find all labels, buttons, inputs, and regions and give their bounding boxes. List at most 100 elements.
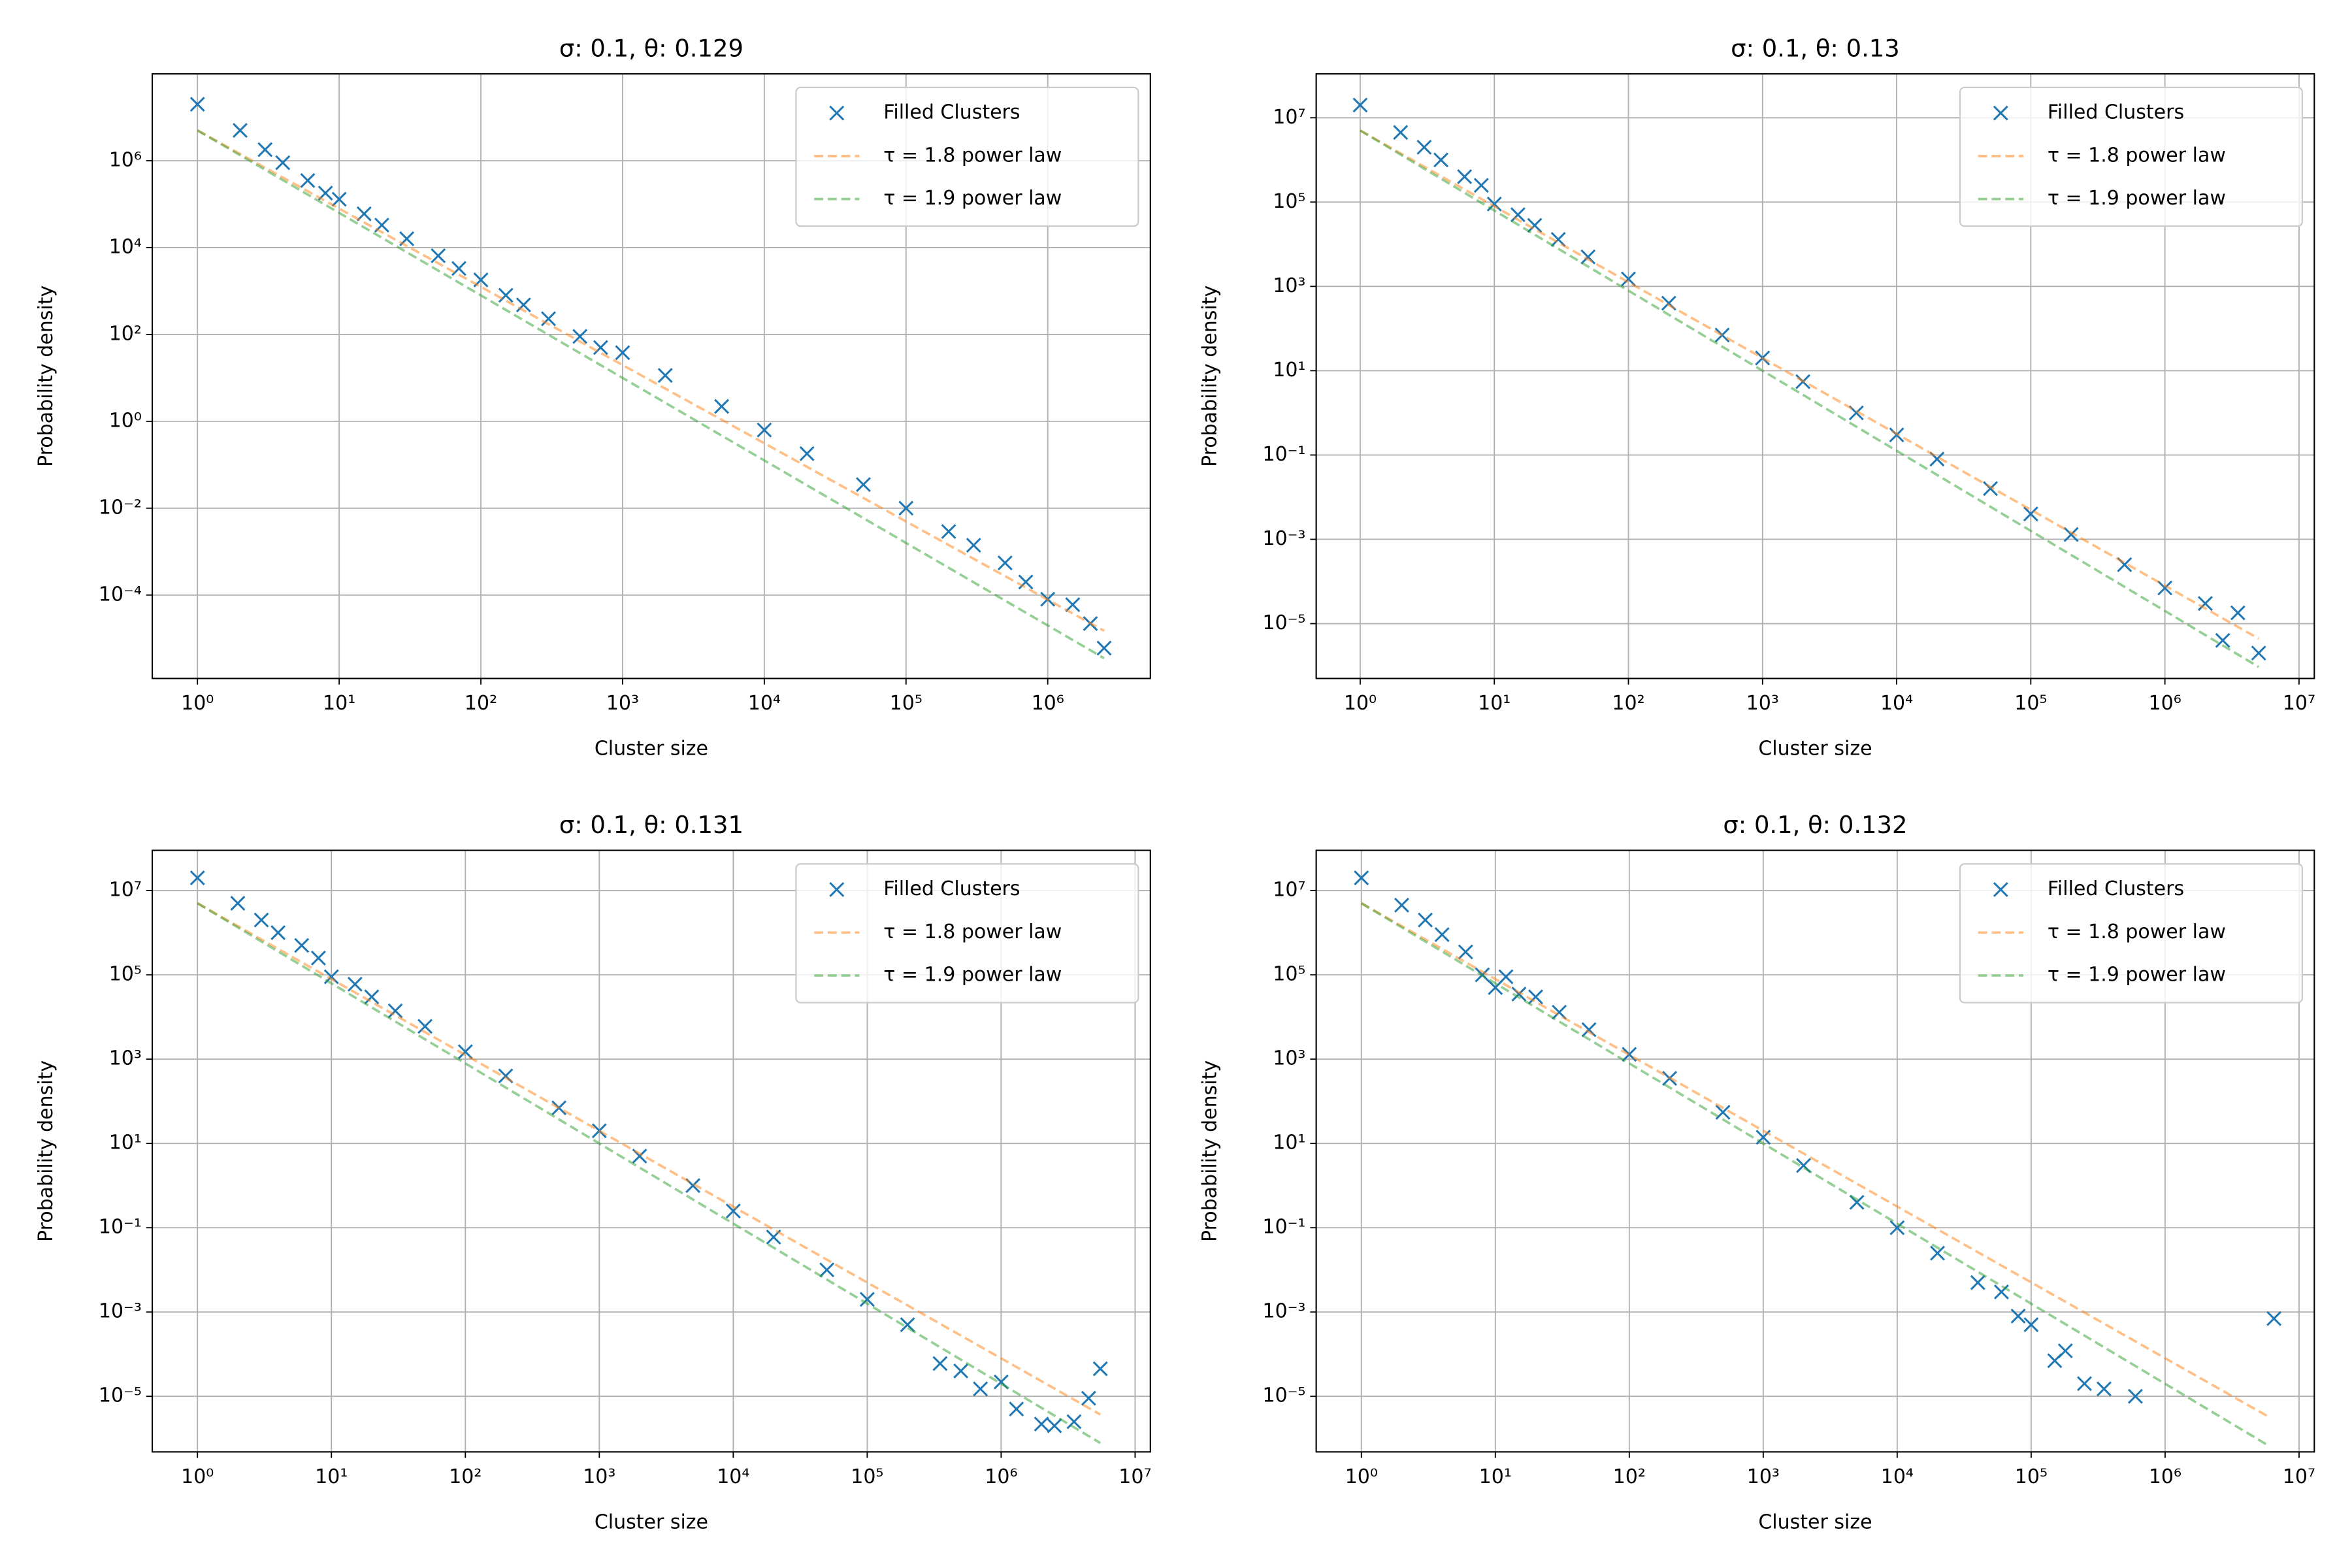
legend-label: τ = 1.8 power law [2048, 144, 2226, 167]
marker [1511, 987, 1527, 1002]
legend-box [795, 863, 1139, 1004]
chart-title: σ: 0.1, θ: 0.131 [559, 811, 743, 839]
y-tick-label: 10⁻⁵ [1262, 612, 1305, 634]
y-tick-label: 10⁰ [109, 409, 142, 432]
marker [966, 538, 981, 553]
plot-area [1354, 870, 2282, 1447]
legend-label: Filled Clusters [883, 101, 1020, 124]
marker [1418, 912, 1433, 928]
x-tick-label: 10⁴ [1880, 692, 1913, 715]
marker [498, 287, 514, 303]
y-tick-label: 10⁵ [1273, 963, 1305, 986]
y-axis-label: Probability density [1199, 286, 1222, 467]
legend-box [1959, 863, 2303, 1004]
y-tick-label: 10¹ [1273, 359, 1305, 382]
power-law-line [1359, 129, 2260, 668]
marker [2077, 1376, 2092, 1392]
marker [799, 446, 815, 461]
x-tick-label: 10⁵ [890, 692, 923, 715]
marker [1066, 1414, 1082, 1429]
marker [973, 1381, 988, 1397]
marker [1433, 152, 1448, 168]
y-tick-label: 10⁻⁴ [99, 583, 142, 606]
marker [387, 1003, 403, 1019]
marker [310, 951, 326, 966]
marker [1498, 969, 1514, 985]
marker [1622, 1047, 1637, 1062]
marker [230, 896, 246, 911]
legend-label: τ = 1.8 power law [883, 144, 1062, 167]
marker [417, 1019, 433, 1034]
plot-area [189, 97, 1112, 660]
legend-label: τ = 1.9 power law [2048, 964, 2226, 987]
marker [1983, 481, 1998, 497]
x-tick-label: 10⁴ [717, 1465, 749, 1488]
marker [615, 345, 630, 361]
marker [657, 368, 673, 384]
y-tick-label: 10⁻⁵ [99, 1384, 142, 1407]
power-law-line [1360, 129, 2260, 640]
legend-label: τ = 1.8 power law [2048, 921, 2226, 943]
marker [714, 399, 730, 414]
marker [331, 191, 347, 207]
marker [1473, 178, 1489, 193]
x-tick-label: 10⁰ [181, 1465, 214, 1488]
x-tick-label: 10⁶ [1032, 692, 1064, 715]
legend-label: τ = 1.9 power law [2048, 187, 2226, 210]
power-law-line [197, 129, 1105, 660]
x-tick-label: 10⁴ [1881, 1465, 1914, 1488]
x-tick-label: 10⁷ [1119, 1465, 1151, 1488]
marker [1394, 898, 1409, 913]
power-law-line [197, 902, 1102, 1416]
x-tick-label: 10⁰ [1345, 1465, 1378, 1488]
x-tick-label: 10² [1613, 1465, 1646, 1488]
y-tick-label: 10⁻¹ [1262, 1216, 1305, 1239]
x-axis-label: Cluster size [595, 1511, 708, 1533]
marker [253, 912, 269, 928]
x-tick-label: 10³ [1746, 692, 1779, 715]
y-tick-label: 10³ [1273, 274, 1305, 297]
x-tick-label: 10¹ [315, 1465, 348, 1488]
legend-label: Filled Clusters [2048, 101, 2184, 124]
y-tick-label: 10⁷ [1273, 106, 1305, 129]
power-law-line [197, 902, 1102, 1445]
marker [593, 340, 608, 355]
y-tick-label: 10⁵ [1273, 190, 1305, 213]
y-axis-label: Probability density [35, 1060, 57, 1242]
y-tick-label: 10¹ [1273, 1132, 1305, 1154]
marker [2215, 632, 2230, 648]
marker [941, 524, 956, 540]
y-tick-label: 10³ [109, 1047, 142, 1070]
marker [233, 123, 248, 139]
y-tick-label: 10⁻² [99, 496, 142, 519]
x-tick-label: 10¹ [323, 692, 355, 715]
marker [2063, 527, 2079, 542]
x-tick-label: 10¹ [1479, 1465, 1512, 1488]
marker [294, 938, 310, 953]
legend-marker [829, 882, 845, 897]
marker [431, 248, 446, 263]
chart-title: σ: 0.1, θ: 0.13 [1731, 35, 1900, 63]
legend-label: τ = 1.9 power law [883, 964, 1062, 987]
legend-marker [1993, 105, 2008, 121]
x-tick-label: 10⁵ [2015, 1465, 2048, 1488]
marker [2251, 645, 2266, 661]
marker [1416, 139, 1432, 155]
marker [1065, 597, 1081, 612]
marker [356, 206, 372, 221]
marker [2023, 506, 2038, 522]
y-axis-label: Probability density [1199, 1060, 1222, 1242]
marker [1510, 207, 1526, 223]
x-tick-label: 10¹ [1478, 692, 1511, 715]
marker [997, 555, 1013, 571]
x-tick-label: 10⁷ [2283, 692, 2315, 715]
marker [1527, 218, 1543, 233]
marker [364, 989, 380, 1005]
x-tick-label: 10² [449, 1465, 482, 1488]
marker [1047, 1418, 1062, 1433]
marker [856, 477, 871, 493]
marker [2057, 1343, 2073, 1359]
marker [2127, 1388, 2143, 1404]
x-tick-label: 10⁶ [985, 1465, 1017, 1488]
